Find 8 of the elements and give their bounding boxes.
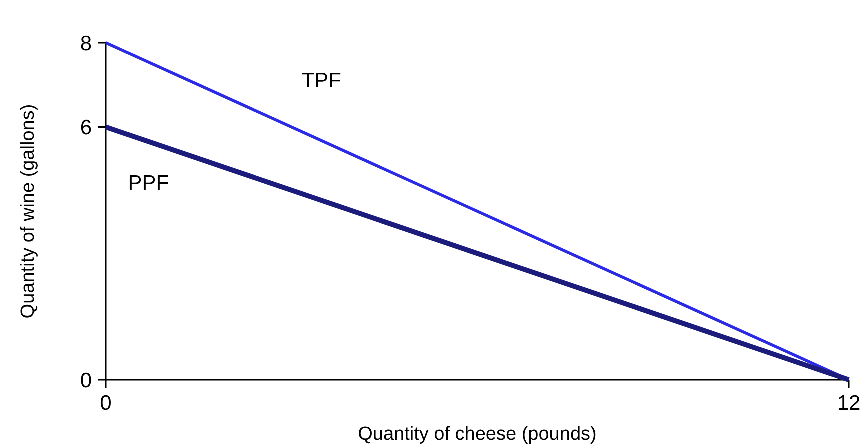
y-tick-label: 0 bbox=[80, 369, 92, 392]
x-tick-label: 12 bbox=[837, 392, 861, 415]
y-tick-label: 6 bbox=[80, 116, 92, 140]
y-tick-label: 8 bbox=[80, 32, 92, 56]
series-label: TPF bbox=[302, 69, 342, 92]
x-axis-title: Quantity of cheese (pounds) bbox=[358, 424, 597, 445]
series-label: PPF bbox=[128, 172, 170, 195]
y-axis-title: Quantity of wine (gallons) bbox=[18, 104, 39, 319]
